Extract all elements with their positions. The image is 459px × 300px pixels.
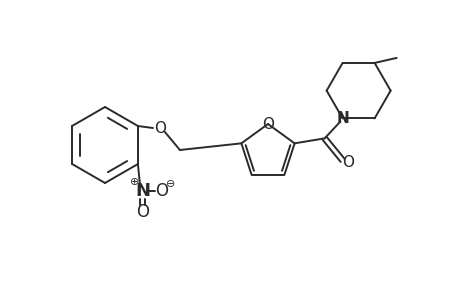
Text: ⊕: ⊕ <box>130 177 139 187</box>
Text: N: N <box>336 111 348 126</box>
Text: O: O <box>155 182 168 200</box>
Text: O: O <box>341 155 353 170</box>
Text: O: O <box>136 203 149 221</box>
Text: N: N <box>135 182 150 200</box>
Text: ⊖: ⊖ <box>166 179 175 189</box>
Text: O: O <box>154 121 166 136</box>
Text: O: O <box>262 116 274 131</box>
